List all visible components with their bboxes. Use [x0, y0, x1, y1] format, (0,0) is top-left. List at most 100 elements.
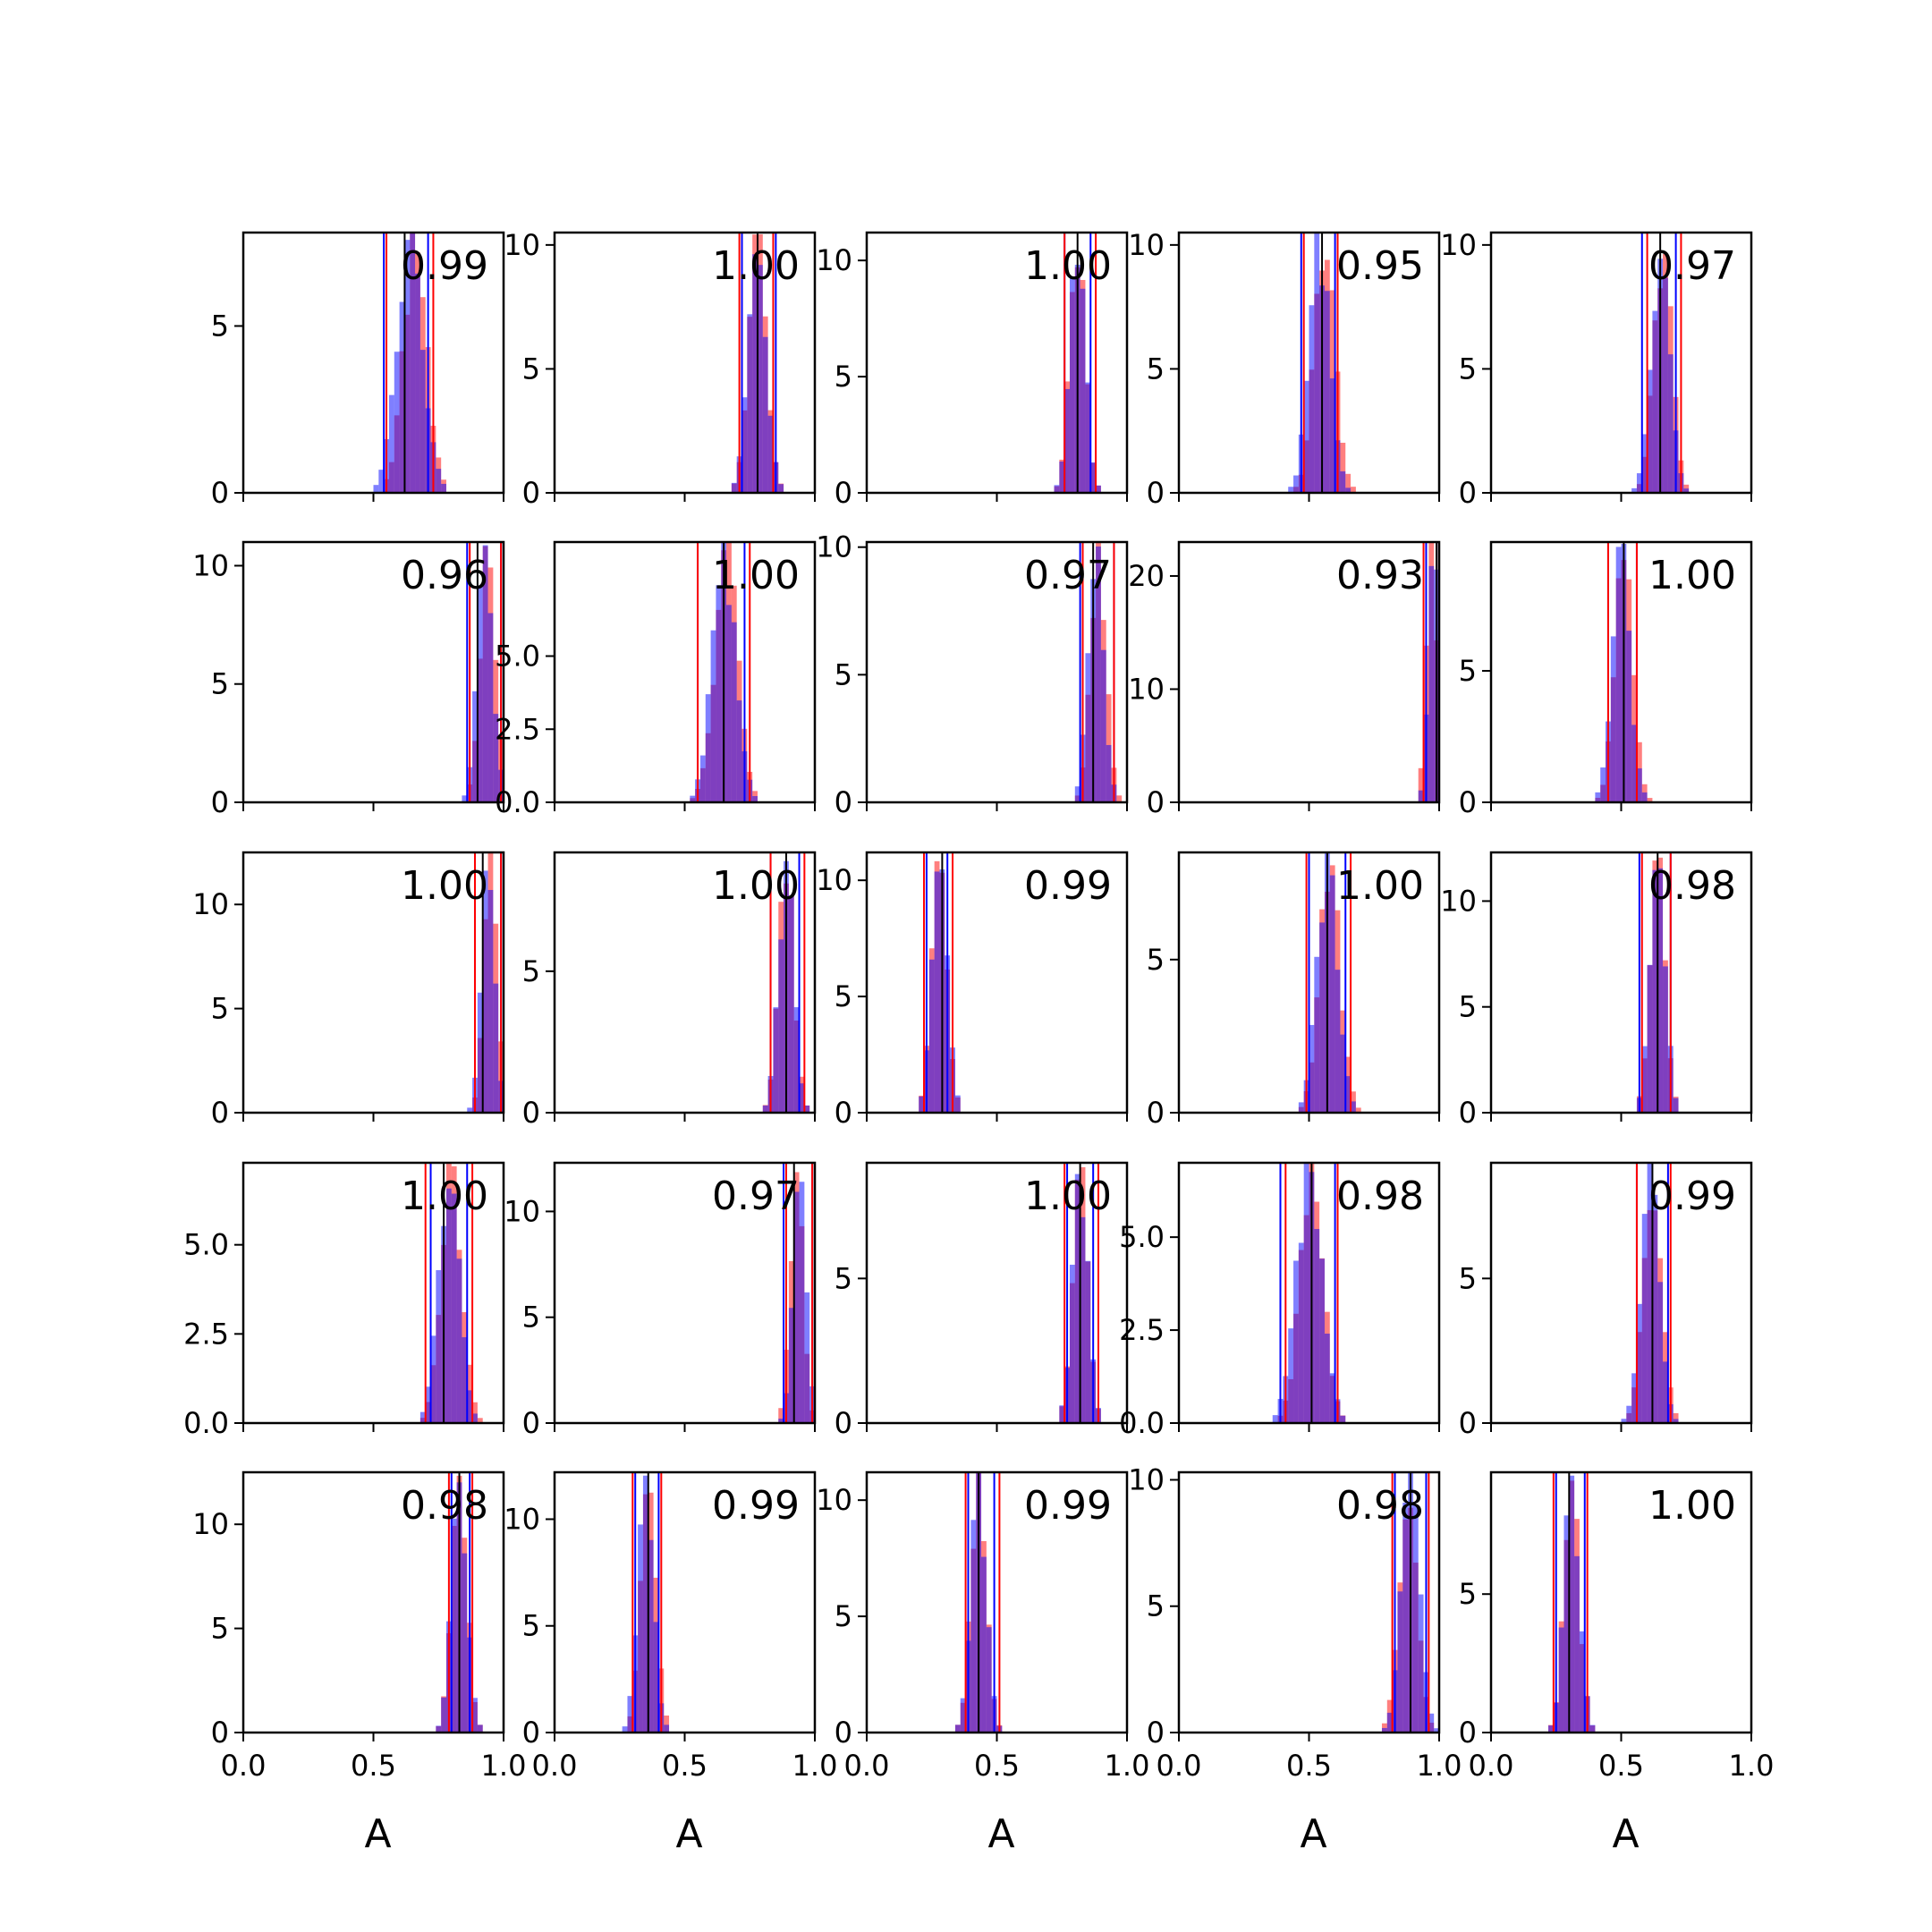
y-tick-label: 5 [211, 667, 229, 701]
y-tick-label: 5 [1147, 943, 1165, 977]
blue-histogram-bar [477, 1724, 483, 1733]
blue-histogram-bar [762, 336, 768, 493]
correlation-label: 0.99 [1024, 1483, 1112, 1529]
blue-histogram-bar [1288, 487, 1294, 493]
blue-histogram-bar [1314, 233, 1320, 493]
panel-1-3: 0 5 10 1.00 [816, 231, 1129, 510]
blue-histogram-bar [467, 1107, 473, 1113]
blue-histogram-bar [1106, 744, 1112, 802]
blue-histogram-bar [462, 1337, 468, 1423]
blue-histogram-bar [981, 1556, 987, 1733]
y-tick-label: 10 [1440, 884, 1477, 918]
blue-histogram-bar [1615, 547, 1622, 802]
blue-histogram-bar [778, 939, 784, 1113]
blue-histogram-bar [627, 1696, 633, 1733]
correlation-label: 0.99 [401, 243, 488, 289]
red-histogram-bar [477, 1418, 483, 1423]
y-tick-label: 5 [1459, 1577, 1477, 1611]
blue-histogram-bar [1069, 276, 1075, 493]
x-tick-label: 1.0 [1417, 1749, 1462, 1783]
y-tick-label: 5 [1459, 654, 1477, 688]
x-tick-label: 0.5 [1286, 1749, 1332, 1783]
blue-histogram-bar [788, 1308, 794, 1423]
x-tick-label: 1.0 [1729, 1749, 1775, 1783]
x-tick-label: 0.5 [1598, 1749, 1644, 1783]
blue-histogram-bar [726, 605, 732, 802]
blue-histogram-bar [799, 1182, 805, 1423]
panel-4-5: 050.99 [1459, 1161, 1753, 1440]
blue-histogram-bar [1298, 1102, 1304, 1113]
x-tick-label: 0.0 [221, 1749, 267, 1783]
y-tick-label: 5 [522, 352, 540, 386]
blue-histogram-bar [1647, 1163, 1653, 1423]
blue-histogram-bar [1641, 792, 1648, 802]
blue-histogram-bar [622, 1726, 628, 1733]
plot-area [1074, 542, 1123, 802]
blue-histogram-bar [778, 1419, 784, 1423]
blue-histogram-bar [1054, 485, 1060, 493]
blue-histogram-bar [1064, 388, 1070, 493]
red-histogram-bar [1673, 1412, 1679, 1423]
x-axis-label: A [675, 1811, 702, 1857]
blue-histogram-bar [1069, 1264, 1075, 1423]
blue-histogram-bar [1340, 470, 1346, 493]
panel-4-1: 0.0 2.5 5.0 1.00 [183, 1161, 505, 1440]
blue-histogram-bar [1667, 354, 1674, 493]
blue-histogram-bar [752, 254, 758, 493]
blue-histogram-bar [467, 1390, 473, 1423]
blue-histogram-bar [648, 1539, 654, 1733]
blue-histogram-bar [716, 585, 722, 802]
y-tick-label: 0 [835, 476, 852, 510]
y-tick-label: 5 [522, 1301, 540, 1335]
blue-histogram-bar [1595, 792, 1601, 802]
blue-histogram-bar [752, 796, 758, 802]
blue-histogram-bar [419, 350, 426, 493]
blue-histogram-bar [1324, 291, 1330, 493]
correlation-label: 0.99 [712, 1483, 800, 1529]
y-tick-label: 10 [816, 530, 852, 564]
blue-histogram-bar [1647, 964, 1653, 1113]
y-tick-label: 10 [816, 1483, 852, 1517]
x-tick-label: 0.5 [662, 1749, 708, 1783]
correlation-label: 0.97 [1024, 553, 1112, 598]
correlation-label: 1.00 [1024, 1174, 1112, 1219]
y-tick-label: 5 [835, 657, 852, 691]
blue-histogram-bar [736, 700, 742, 802]
y-tick-label: 0 [835, 1716, 852, 1750]
blue-histogram-bar [1636, 473, 1642, 493]
blue-histogram-bar [394, 352, 400, 493]
y-tick-label: 0 [211, 785, 229, 819]
y-tick-label: 2.5 [183, 1317, 229, 1351]
y-tick-label: 0 [1147, 476, 1165, 510]
blue-histogram-bar [1402, 1502, 1409, 1733]
blue-histogram-bar [1418, 790, 1424, 802]
blue-histogram-bar [1080, 1216, 1086, 1423]
blue-histogram-bar [960, 1698, 966, 1733]
blue-histogram-bar [1641, 1214, 1648, 1423]
blue-histogram-bar [430, 1335, 436, 1423]
blue-histogram-bar [419, 1411, 426, 1423]
blue-histogram-bar [928, 959, 935, 1113]
y-tick-label: 2.5 [1119, 1313, 1165, 1347]
x-tick-label: 0.5 [974, 1749, 1020, 1783]
red-histogram-bar [664, 1716, 670, 1733]
y-tick-label: 5.0 [1119, 1220, 1165, 1254]
y-tick-label: 5 [1147, 1589, 1165, 1623]
blue-histogram-bar [436, 1270, 442, 1423]
y-tick-label: 5 [835, 360, 852, 394]
plot-area [778, 1163, 815, 1423]
plot-area [1621, 1163, 1679, 1423]
panel-5-4: 0 5 10 0.0 0.5 1.0 0.98 A [1128, 1462, 1462, 1857]
blue-histogram-bar [1335, 970, 1341, 1113]
x-tick-label: 0.0 [1157, 1749, 1202, 1783]
blue-histogram-bar [1657, 1282, 1664, 1423]
blue-histogram-bar [731, 622, 737, 802]
y-tick-label: 5 [1459, 990, 1477, 1024]
blue-histogram-bar [970, 1520, 977, 1733]
blue-histogram-bar [477, 587, 483, 802]
plot-area [1059, 1163, 1101, 1423]
blue-histogram-bar [986, 1627, 992, 1733]
blue-histogram-bar [404, 240, 411, 493]
y-tick-label: 5 [211, 992, 229, 1026]
y-tick-label: 0 [1459, 476, 1477, 510]
